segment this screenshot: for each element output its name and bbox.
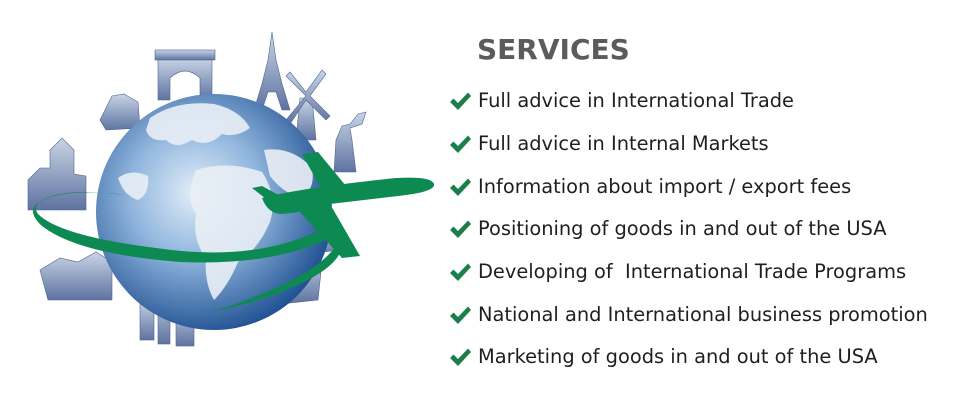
service-label: National and International business prom… <box>478 302 928 326</box>
service-label: Marketing of goods in and out of the USA <box>478 345 878 369</box>
service-label: Full advice in Internal Markets <box>478 132 769 156</box>
checkmark-icon <box>450 92 471 111</box>
airplane-icon <box>252 152 435 258</box>
service-label: Developing of International Trade Progra… <box>478 260 907 284</box>
service-label: Positioning of goods in and out of the U… <box>478 217 887 241</box>
service-label: Full advice in International Trade <box>478 89 794 113</box>
service-label: Information about import / export fees <box>478 174 852 198</box>
checkmark-icon <box>450 220 471 239</box>
continents-icon <box>118 103 313 300</box>
list-item: Information about import / export fees <box>448 165 928 208</box>
checkmark-icon <box>450 135 471 154</box>
globe-with-airplane-illustration <box>27 31 435 347</box>
services-list: Full advice in International Trade Full … <box>448 80 928 379</box>
list-item: Positioning of goods in and out of the U… <box>448 208 928 251</box>
list-item: Developing of International Trade Progra… <box>448 251 928 294</box>
page-title: SERVICES <box>477 33 630 66</box>
list-item: Full advice in Internal Markets <box>448 123 928 166</box>
checkmark-icon <box>450 348 471 367</box>
orbit-swoosh-icon <box>33 192 343 312</box>
checkmark-icon <box>450 263 471 282</box>
list-item: Marketing of goods in and out of the USA <box>448 336 928 379</box>
list-item: National and International business prom… <box>448 293 928 336</box>
checkmark-icon <box>450 178 471 196</box>
list-item: Full advice in International Trade <box>448 80 928 123</box>
checkmark-icon <box>450 306 471 324</box>
